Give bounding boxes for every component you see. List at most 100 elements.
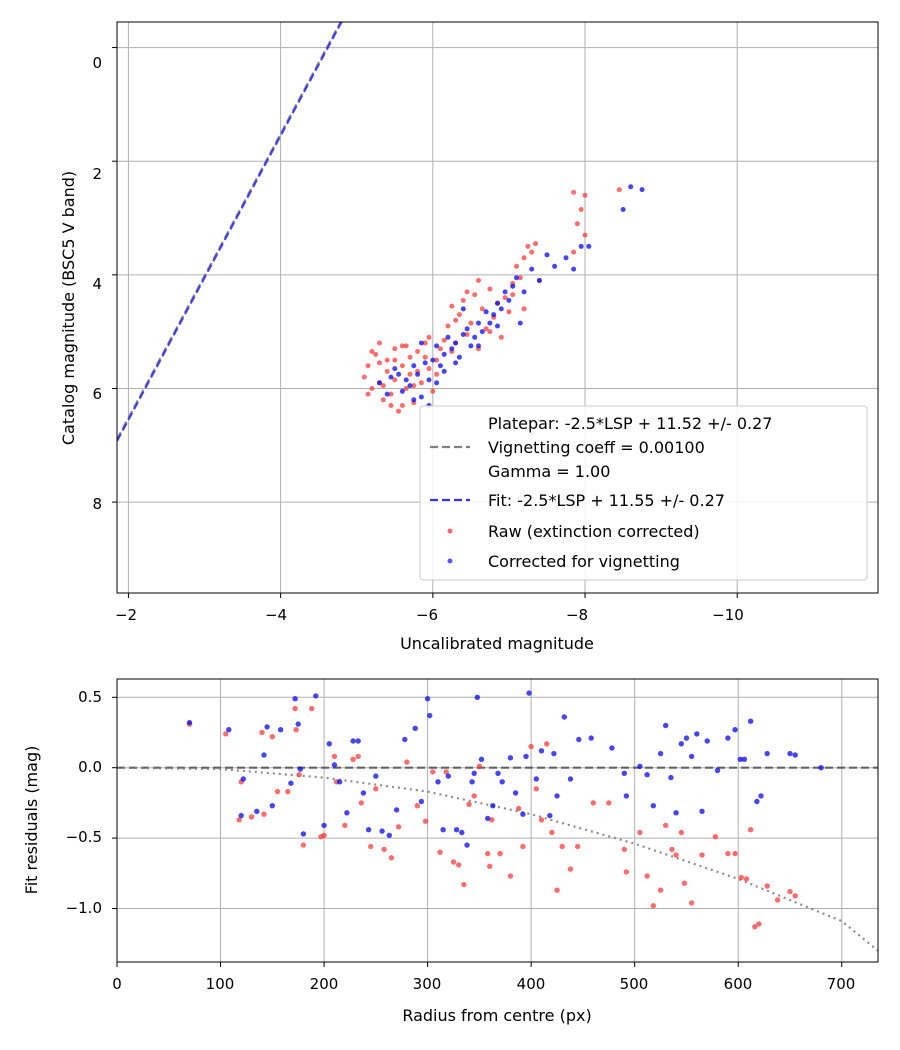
raw-point xyxy=(403,343,409,349)
raw-point xyxy=(464,332,470,337)
corrected-point xyxy=(514,275,519,281)
top-scatter-points xyxy=(361,184,645,414)
raw-point xyxy=(331,753,338,760)
raw-point xyxy=(538,817,545,823)
corrected-point xyxy=(437,363,443,369)
raw-point xyxy=(285,788,291,795)
raw-point xyxy=(392,346,398,352)
raw-point xyxy=(223,731,229,737)
top-fit-lines xyxy=(117,22,343,442)
bottom-x-tick-label: 700 xyxy=(827,975,856,993)
corrected-point xyxy=(476,320,481,326)
raw-point xyxy=(292,705,298,712)
corrected-point xyxy=(476,343,481,349)
corrected-point xyxy=(725,735,731,741)
raw-point xyxy=(521,255,527,261)
raw-point xyxy=(472,292,478,298)
raw-point xyxy=(738,874,744,881)
raw-point xyxy=(506,309,512,315)
raw-point xyxy=(571,249,577,255)
raw-point xyxy=(497,850,503,857)
corrected-point xyxy=(464,326,470,332)
raw-point xyxy=(498,334,504,340)
raw-point xyxy=(407,354,413,360)
raw-point xyxy=(377,360,382,366)
corrected-point xyxy=(422,360,428,366)
top-y-tick-label: 0 xyxy=(92,54,102,72)
raw-point xyxy=(554,887,560,893)
corrected-point xyxy=(639,187,645,193)
corrected-point xyxy=(297,766,303,772)
raw-point xyxy=(418,380,424,386)
corrected-point xyxy=(424,696,431,702)
raw-point xyxy=(369,349,375,354)
corrected-point xyxy=(331,762,338,768)
raw-point xyxy=(293,727,299,733)
raw-point xyxy=(414,803,420,809)
legend-platepar-line-3: Gamma = 1.00 xyxy=(488,462,610,481)
raw-point xyxy=(350,756,356,762)
corrected-point xyxy=(453,827,460,833)
corrected-point xyxy=(787,750,793,757)
raw-point xyxy=(544,741,550,747)
raw-point xyxy=(384,357,390,363)
corrected-point xyxy=(526,690,532,696)
raw-point xyxy=(456,862,462,868)
corrected-point xyxy=(393,807,400,813)
raw-point xyxy=(430,769,436,775)
corrected-point xyxy=(426,377,432,383)
corrected-point xyxy=(620,207,626,212)
raw-point xyxy=(468,320,474,326)
corrected-point xyxy=(536,278,542,283)
bottom-x-tick-label: 400 xyxy=(517,975,546,993)
raw-point xyxy=(571,189,577,195)
corrected-point xyxy=(517,320,523,326)
raw-point xyxy=(559,843,565,850)
raw-point xyxy=(621,846,627,853)
corrected-point xyxy=(471,770,477,776)
corrected-point xyxy=(295,721,301,727)
raw-point xyxy=(461,881,467,888)
corrected-point xyxy=(644,772,650,778)
corrected-point xyxy=(418,394,424,400)
raw-point xyxy=(471,793,477,799)
corrected-point xyxy=(747,718,754,724)
raw-point xyxy=(422,818,429,824)
corrected-point xyxy=(434,343,440,349)
residuals-chart: 0 100 200 300 400 500 600 700 0.5 0.0 −0… xyxy=(22,678,879,1025)
legend-fit-label: Fit: -2.5*LSP + 11.55 +/- 0.27 xyxy=(488,491,725,510)
corrected-point xyxy=(441,351,447,357)
raw-point xyxy=(441,337,447,343)
raw-point xyxy=(422,340,428,346)
raw-point xyxy=(430,388,436,394)
raw-point xyxy=(399,403,405,408)
corrected-point xyxy=(288,780,294,786)
top-y-axis-label: Catalog magnitude (BSC5 V band) xyxy=(59,171,78,445)
corrected-point xyxy=(261,752,267,758)
corrected-point xyxy=(668,774,674,781)
bottom-y-tick-label: 0.0 xyxy=(78,758,102,776)
corrected-point xyxy=(586,243,592,249)
corrected-point xyxy=(576,736,582,743)
corrected-point xyxy=(336,779,343,785)
raw-point xyxy=(487,863,493,869)
corrected-point xyxy=(396,371,402,377)
corrected-point xyxy=(699,808,705,814)
raw-point xyxy=(415,349,421,354)
raw-point xyxy=(380,383,386,389)
corrected-point xyxy=(321,822,327,829)
corrected-point xyxy=(483,309,489,315)
raw-point xyxy=(787,888,793,895)
corrected-point xyxy=(464,842,470,848)
raw-point xyxy=(248,814,255,820)
raw-point xyxy=(725,850,731,857)
raw-point xyxy=(578,207,584,212)
raw-point xyxy=(466,801,472,807)
raw-point xyxy=(533,241,538,247)
raw-point xyxy=(434,357,440,363)
corrected-point xyxy=(226,727,232,733)
raw-point xyxy=(388,855,395,861)
corrected-point xyxy=(628,184,634,190)
corrected-point xyxy=(512,790,519,796)
corrected-point xyxy=(434,380,440,386)
